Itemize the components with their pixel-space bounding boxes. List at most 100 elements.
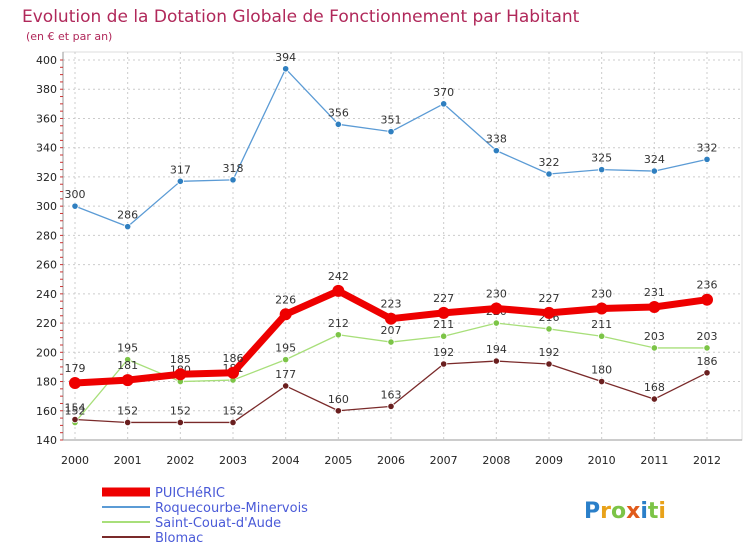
- data-point: [229, 176, 237, 184]
- y-tick-label: 360: [36, 112, 57, 125]
- y-tick-label: 260: [36, 259, 57, 272]
- logo-letter: t: [648, 499, 659, 524]
- legend-label: Blomac: [155, 531, 203, 546]
- data-point: [176, 177, 184, 185]
- data-label: 236: [697, 279, 718, 292]
- data-point: [71, 415, 79, 424]
- data-label: 317: [170, 163, 191, 176]
- data-label: 325: [591, 152, 612, 165]
- data-label: 195: [117, 342, 138, 355]
- legend-label: Roquecourbe-Minervois: [155, 501, 308, 516]
- logo-letter: i: [640, 499, 648, 524]
- data-label: 152: [170, 404, 191, 417]
- data-point: [598, 377, 606, 386]
- y-tick-label: 320: [36, 171, 57, 184]
- data-label: 351: [381, 114, 402, 127]
- series-puich-ric: 179 181 185 186 226 242 223 227 230 227 230 231 236: [65, 270, 718, 389]
- data-point: [387, 338, 395, 346]
- data-label: 192: [433, 346, 454, 359]
- data-point: [121, 374, 134, 387]
- data-point: [229, 418, 237, 427]
- plot-area: 140 160 180 200 220 240 260 280 300 320 340 360 380 4…: [36, 51, 743, 467]
- data-label: 203: [644, 330, 665, 343]
- x-tick-label: 2008: [482, 454, 510, 467]
- data-point: [124, 223, 132, 231]
- data-label: 179: [65, 362, 86, 375]
- data-point: [650, 395, 658, 403]
- data-point: [703, 344, 711, 352]
- legend-label: PUICHéRIC: [155, 486, 225, 501]
- data-point: [492, 147, 500, 155]
- x-tick-label: 2005: [324, 454, 352, 467]
- data-point: [334, 331, 342, 339]
- y-tick-label: 180: [36, 376, 57, 389]
- y-tick-label: 160: [36, 405, 57, 418]
- data-point: [703, 155, 711, 163]
- data-point: [492, 319, 500, 327]
- data-point: [387, 402, 395, 410]
- x-tick-label: 2010: [588, 454, 616, 467]
- data-label: 356: [328, 106, 349, 119]
- data-label: 154: [65, 402, 86, 415]
- data-point: [387, 128, 395, 136]
- data-point: [701, 293, 713, 306]
- data-label: 168: [644, 381, 665, 394]
- y-tick-label: 140: [36, 434, 57, 447]
- data-point: [490, 302, 503, 315]
- data-point: [545, 360, 553, 368]
- x-tick-label: 2002: [166, 454, 194, 467]
- data-point: [545, 325, 553, 333]
- data-label: 286: [117, 209, 138, 222]
- data-point: [440, 100, 448, 108]
- data-label: 186: [697, 355, 718, 368]
- data-label: 185: [170, 353, 191, 366]
- series-roquecourbe-minervois: 300 286 317 318 394 356 351 370 338 322 325 324 332: [65, 51, 718, 231]
- data-label: 152: [117, 404, 138, 417]
- data-point: [545, 170, 553, 178]
- data-label: 152: [65, 404, 86, 417]
- data-label: 181: [117, 359, 138, 372]
- data-point: [282, 356, 290, 364]
- data-label: 211: [591, 318, 612, 331]
- data-point: [595, 302, 608, 315]
- data-label: 230: [486, 287, 507, 300]
- data-point: [543, 306, 555, 319]
- data-point: [176, 418, 184, 427]
- legend-label: Saint-Couat-d'Aude: [155, 516, 281, 531]
- proxiti-logo: Proxiti: [584, 499, 666, 524]
- data-label: 192: [539, 346, 560, 359]
- x-tick-label: 2007: [430, 454, 458, 467]
- data-label: 322: [539, 156, 560, 169]
- data-label: 211: [433, 318, 454, 331]
- data-point: [71, 202, 79, 210]
- y-tick-label: 280: [36, 229, 57, 242]
- data-label: 160: [328, 393, 349, 406]
- logo-letter: i: [658, 499, 666, 524]
- data-point: [124, 356, 132, 364]
- data-label: 152: [223, 404, 244, 417]
- x-tick-label: 2011: [640, 454, 668, 467]
- data-label: 300: [65, 188, 86, 201]
- data-point: [332, 284, 345, 297]
- logo-letter: o: [611, 499, 626, 524]
- data-point: [650, 167, 658, 175]
- data-label: 227: [433, 292, 454, 305]
- data-label: 332: [697, 141, 718, 154]
- data-label: 370: [433, 86, 454, 99]
- y-tick-label: 220: [36, 317, 57, 330]
- data-label: 186: [223, 352, 244, 365]
- data-label: 163: [381, 388, 402, 401]
- data-point: [440, 332, 448, 340]
- data-point: [69, 377, 81, 389]
- y-tick-label: 200: [36, 346, 57, 359]
- data-point: [334, 407, 342, 415]
- legend: PUICHéRICRoquecourbe-MinervoisSaint-Coua…: [102, 486, 308, 546]
- data-label: 194: [486, 343, 507, 356]
- x-tick-label: 2003: [219, 454, 247, 467]
- data-label: 231: [644, 286, 665, 299]
- y-tick-label: 400: [36, 54, 57, 67]
- data-label: 212: [328, 317, 349, 330]
- data-label: 242: [328, 270, 349, 283]
